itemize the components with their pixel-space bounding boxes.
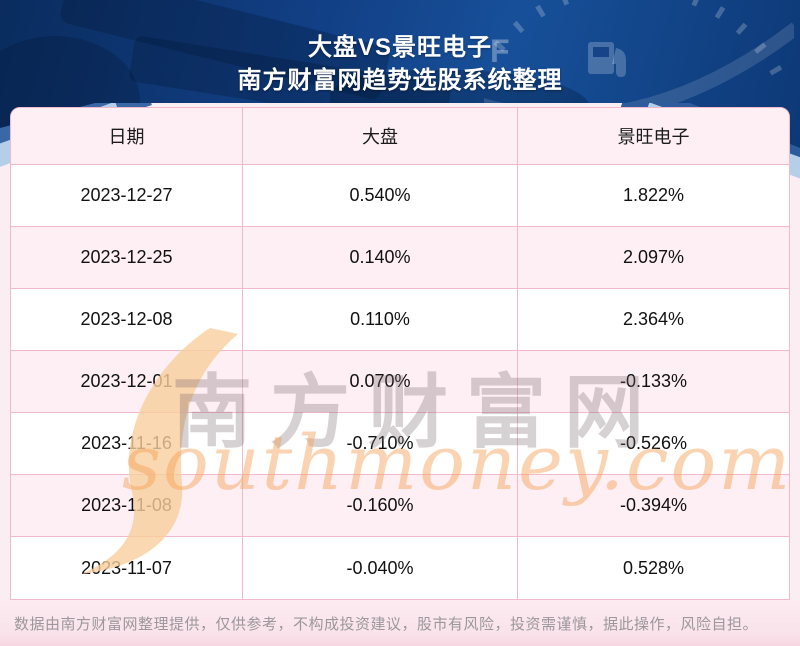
fuel-pump-icon <box>588 42 626 77</box>
table-row: 2023-12-27 0.540% 1.822% <box>11 165 789 227</box>
table-row: 2023-11-07 -0.040% 0.528% <box>11 537 789 599</box>
table-row: 2023-12-08 0.110% 2.364% <box>11 289 789 351</box>
table-row: 2023-11-16 -0.710% -0.526% <box>11 413 789 475</box>
gauge-f-label: F <box>490 33 510 69</box>
footer-disclaimer-bar: 数据由南方财富网整理提供，仅供参考，不构成投资建议，股市有风险，投资需谨慎，据此… <box>0 600 800 646</box>
market-cell: 0.540% <box>243 165 518 227</box>
page-subtitle: 南方财富网趋势选股系统整理 <box>237 67 563 94</box>
column-header-stock: 景旺电子 <box>518 108 789 165</box>
date-cell: 2023-12-27 <box>11 165 243 227</box>
page-title: 大盘VS景旺电子 <box>307 34 492 61</box>
column-header-market: 大盘 <box>243 108 518 165</box>
stock-cell: -0.133% <box>518 351 789 413</box>
market-cell: -0.710% <box>243 413 518 475</box>
stock-cell: -0.394% <box>518 475 789 537</box>
market-cell: 0.070% <box>243 351 518 413</box>
market-cell: 0.140% <box>243 227 518 289</box>
market-cell: -0.040% <box>243 537 518 599</box>
date-cell: 2023-12-25 <box>11 227 243 289</box>
stock-cell: 2.364% <box>518 289 789 351</box>
table-row: 2023-12-25 0.140% 2.097% <box>11 227 789 289</box>
date-cell: 2023-11-16 <box>11 413 243 475</box>
stock-cell: 1.822% <box>518 165 789 227</box>
date-cell: 2023-12-08 <box>11 289 243 351</box>
stock-cell: -0.526% <box>518 413 789 475</box>
fuel-gauge-icon: F <box>484 0 794 105</box>
stock-cell: 0.528% <box>518 537 789 599</box>
disclaimer-text: 数据由南方财富网整理提供，仅供参考，不构成投资建议，股市有风险，投资需谨慎，据此… <box>14 615 759 633</box>
column-header-date: 日期 <box>11 108 243 165</box>
date-cell: 2023-12-01 <box>11 351 243 413</box>
comparison-table: 日期 大盘 景旺电子 2023-12-27 0.540% 1.822% 2023… <box>10 107 790 600</box>
market-cell: -0.160% <box>243 475 518 537</box>
table-header-row: 日期 大盘 景旺电子 <box>11 108 789 165</box>
date-cell: 2023-11-08 <box>11 475 243 537</box>
table-row: 2023-12-01 0.070% -0.133% <box>11 351 789 413</box>
market-cell: 0.110% <box>243 289 518 351</box>
date-cell: 2023-11-07 <box>11 537 243 599</box>
table-row: 2023-11-08 -0.160% -0.394% <box>11 475 789 537</box>
stock-cell: 2.097% <box>518 227 789 289</box>
